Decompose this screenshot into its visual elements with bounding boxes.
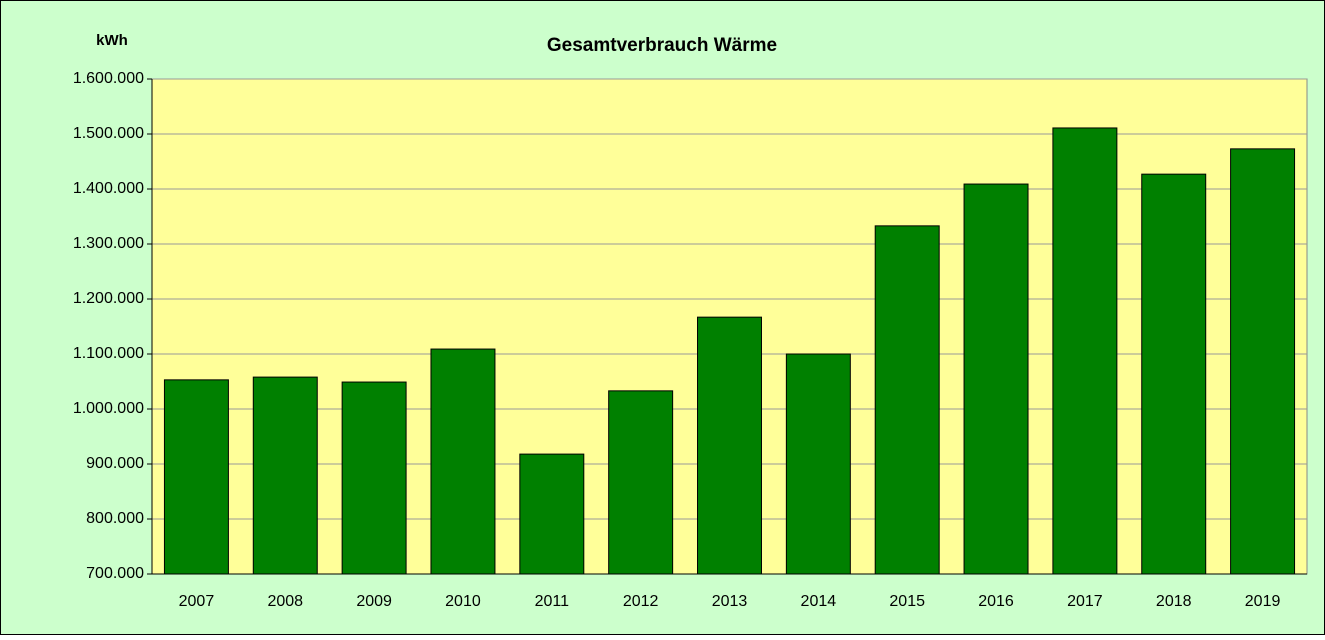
y-tick-label: 900.000	[86, 455, 144, 472]
y-tick-label: 1.200.000	[73, 290, 144, 307]
x-tick-label: 2018	[1156, 593, 1192, 610]
chart-title: Gesamtverbrauch Wärme	[547, 35, 777, 56]
bar	[1230, 148, 1296, 575]
bar	[252, 376, 318, 575]
x-tick-label: 2011	[535, 593, 570, 610]
y-tick-label: 1.600.000	[73, 70, 144, 87]
y-tick-label: 1.500.000	[73, 125, 144, 142]
bar	[430, 348, 496, 575]
x-tick-label: 2015	[889, 593, 925, 610]
bar	[1141, 173, 1207, 575]
bar	[341, 381, 407, 575]
bar	[608, 390, 674, 575]
x-tick-label: 2010	[445, 593, 481, 610]
x-tick-label: 2008	[267, 593, 303, 610]
bar	[963, 183, 1029, 575]
y-tick-label: 1.300.000	[73, 235, 144, 252]
y-tick-label: 800.000	[86, 510, 144, 527]
x-tick-label: 2013	[712, 593, 748, 610]
x-tick-label: 2009	[356, 593, 392, 610]
bar	[1052, 127, 1118, 575]
y-tick-label: 1.100.000	[73, 345, 144, 362]
bar	[163, 379, 229, 575]
x-tick-label: 2012	[623, 593, 659, 610]
bar	[785, 353, 851, 575]
y-tick-label: 1.000.000	[73, 400, 144, 417]
y-tick-label: 1.400.000	[73, 180, 144, 197]
bar	[697, 316, 762, 575]
y-axis-label: kWh	[96, 32, 128, 49]
x-tick-label: 2017	[1067, 593, 1103, 610]
x-tick-label: 2007	[179, 593, 215, 610]
x-tick-label: 2019	[1245, 593, 1281, 610]
x-tick-label: 2016	[978, 593, 1014, 610]
bar	[874, 225, 940, 575]
x-tick-label: 2014	[801, 593, 837, 610]
bar	[519, 453, 585, 575]
y-tick-label: 700.000	[86, 565, 144, 582]
